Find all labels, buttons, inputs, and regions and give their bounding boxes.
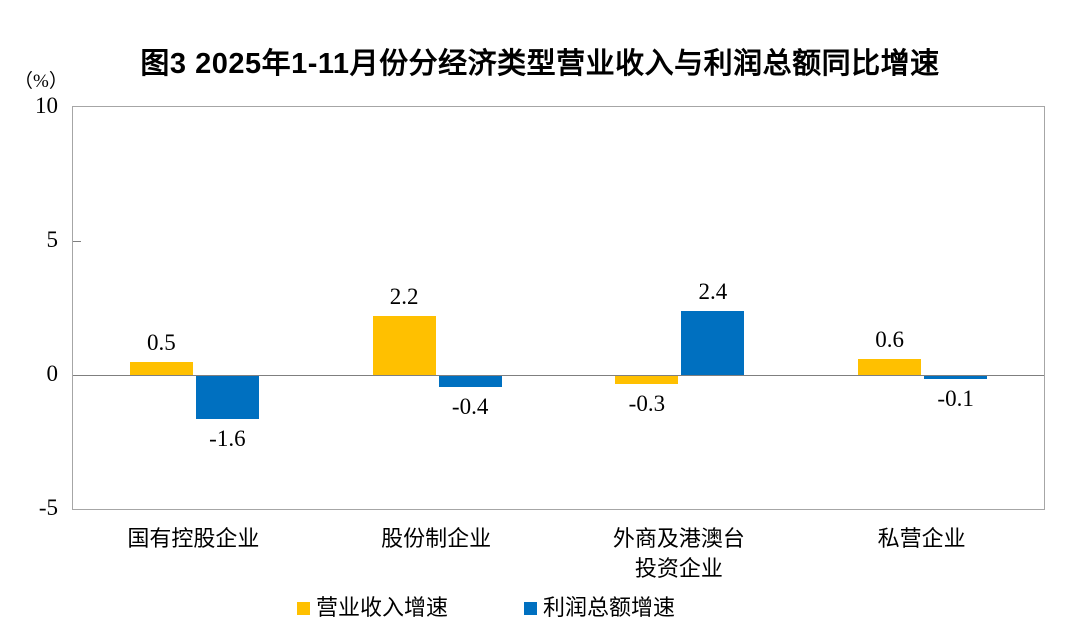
legend-item-profit-growth: 利润总额增速 [524,596,675,620]
legend-swatch-revenue-icon [297,601,310,615]
legend-label-revenue: 营业收入增速 [316,595,449,620]
category-label: 私营企业 [877,526,966,551]
bar [129,361,193,375]
category-label: 国有控股企业 [127,526,260,551]
bar [615,376,679,385]
legend: 营业收入增速 利润总额增速 [297,596,675,620]
y-tick-label: -5 [38,495,58,520]
value-label: 2.4 [698,278,728,304]
value-label: -0.1 [937,385,974,411]
value-label: 0.5 [147,329,176,355]
plot-area: 0.5 2.2 -0.3 0.6 -1.6 -0.4 2.4 -0.1 [72,106,1045,510]
zero-gridline [73,375,1044,376]
chart-title: 图3 2025年1-11月份分经济类型营业收入与利润总额同比增速 [140,48,940,80]
bar [924,376,988,379]
category-label: 外商及港澳台 投资企业 [612,526,745,581]
y-tick-label: 5 [46,227,59,252]
category-label: 股份制企业 [381,526,492,551]
bar [681,310,745,375]
value-label: -0.4 [451,393,489,419]
bar [858,358,922,375]
bar [195,376,259,419]
y-tick-label: 0 [46,361,59,386]
value-label: 0.6 [875,326,904,352]
bar [438,376,502,387]
value-label: 2.2 [389,284,419,310]
legend-swatch-profit-icon [524,601,538,615]
bar [372,316,436,375]
y-axis-tick-mark-5 [73,241,81,242]
legend-item-revenue-growth: 营业收入增速 [297,596,448,620]
value-label: -1.6 [209,425,246,451]
legend-label-profit: 利润总额增速 [543,595,676,620]
y-axis-unit-label: （%） [14,71,68,92]
value-label: -0.3 [628,391,666,417]
y-tick-label: 10 [35,93,58,118]
